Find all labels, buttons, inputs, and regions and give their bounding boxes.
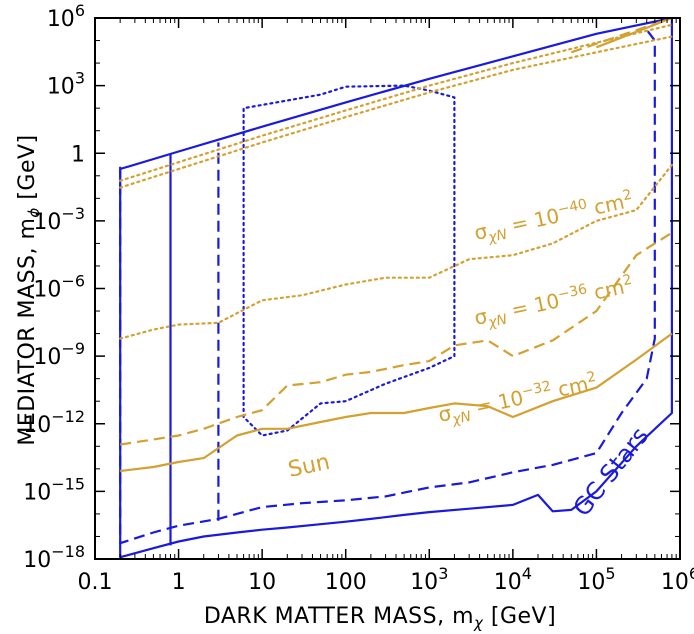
x-axis-title-unit: [GeV] <box>483 604 556 629</box>
y-tick-label-4: 10−6 <box>33 272 85 303</box>
x-tick-label-5: 104 <box>494 564 532 595</box>
annotation-sigma-36: σχN = 10−36 cm2 <box>472 272 636 334</box>
annotation-gc-stars: GC Stars <box>568 422 655 522</box>
y-tick-label-1: 10−15 <box>23 474 85 505</box>
series-line-sun-dotted-11 <box>119 35 673 189</box>
x-tick-label-0: 0.1 <box>78 570 113 595</box>
ticks-layer: 0.1 1 10 100 103 104 105 106 10−18 10−15 10−12 10−9… <box>23 1 694 595</box>
annotation-sigma-32: σχN = 10−32 cm2 <box>436 369 600 431</box>
series-line-gc-stars-dotted-5 <box>242 84 456 437</box>
series-line-sun-solid-6 <box>120 332 673 473</box>
series-layer <box>119 18 673 559</box>
series-line-sun-dashed-7 <box>120 231 673 446</box>
annotation-sun: Sun <box>286 450 332 483</box>
series-line-sun-dotted-8 <box>119 163 673 340</box>
y-axis-title: MEDIATOR MASS, mϕ [GeV] <box>15 134 43 445</box>
x-tick-label-4: 103 <box>410 564 448 595</box>
series-line-sun-dotted-12 <box>119 23 673 182</box>
y-tick-label-7: 103 <box>47 69 85 100</box>
x-tick-label-6: 105 <box>577 564 615 595</box>
y-tick-label-0: 10−18 <box>23 542 85 573</box>
x-tick-label-3: 100 <box>325 570 367 595</box>
y-tick-label-6: 1 <box>71 142 85 167</box>
series-line-gc-stars-solid-1 <box>119 18 673 171</box>
x-tick-label-1: 1 <box>172 570 186 595</box>
y-tick-label-3: 10−9 <box>33 339 85 370</box>
series-line-sun-dashed-10 <box>570 18 673 54</box>
y-tick-label-5: 10−3 <box>33 204 85 235</box>
series-line-gc-stars-dashed-3 <box>119 29 656 545</box>
x-tick-label-7: 106 <box>661 564 694 595</box>
y-tick-label-8: 106 <box>47 1 85 32</box>
y-axis-title-unit: [GeV] <box>15 134 40 207</box>
y-axis-title-sub: ϕ <box>25 207 43 217</box>
x-tick-label-2: 10 <box>248 570 276 595</box>
x-axis-title-sub: χ <box>473 614 484 632</box>
series-line-gc-stars-solid-0 <box>119 18 673 559</box>
y-tick-label-2: 10−12 <box>23 407 85 438</box>
x-axis-title: DARK MATTER MASS, mχ [GeV] <box>204 604 556 632</box>
